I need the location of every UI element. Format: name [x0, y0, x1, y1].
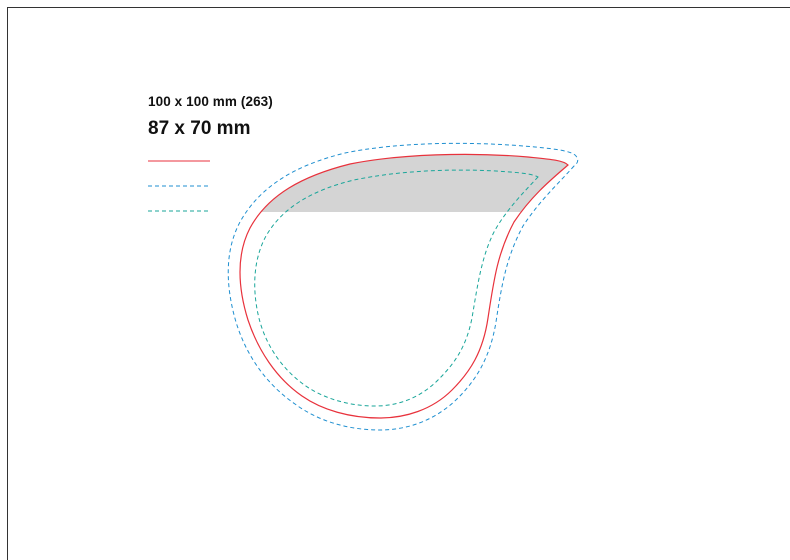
cut-outline	[239, 153, 569, 419]
highlight-band	[260, 154, 568, 212]
shape-size-label: 87 x 70 mm	[148, 118, 251, 139]
sheet-size-label: 100 x 100 mm (263)	[148, 94, 273, 109]
bleed-outline	[227, 142, 579, 431]
safe-outline	[254, 169, 539, 407]
page-frame	[7, 7, 790, 560]
